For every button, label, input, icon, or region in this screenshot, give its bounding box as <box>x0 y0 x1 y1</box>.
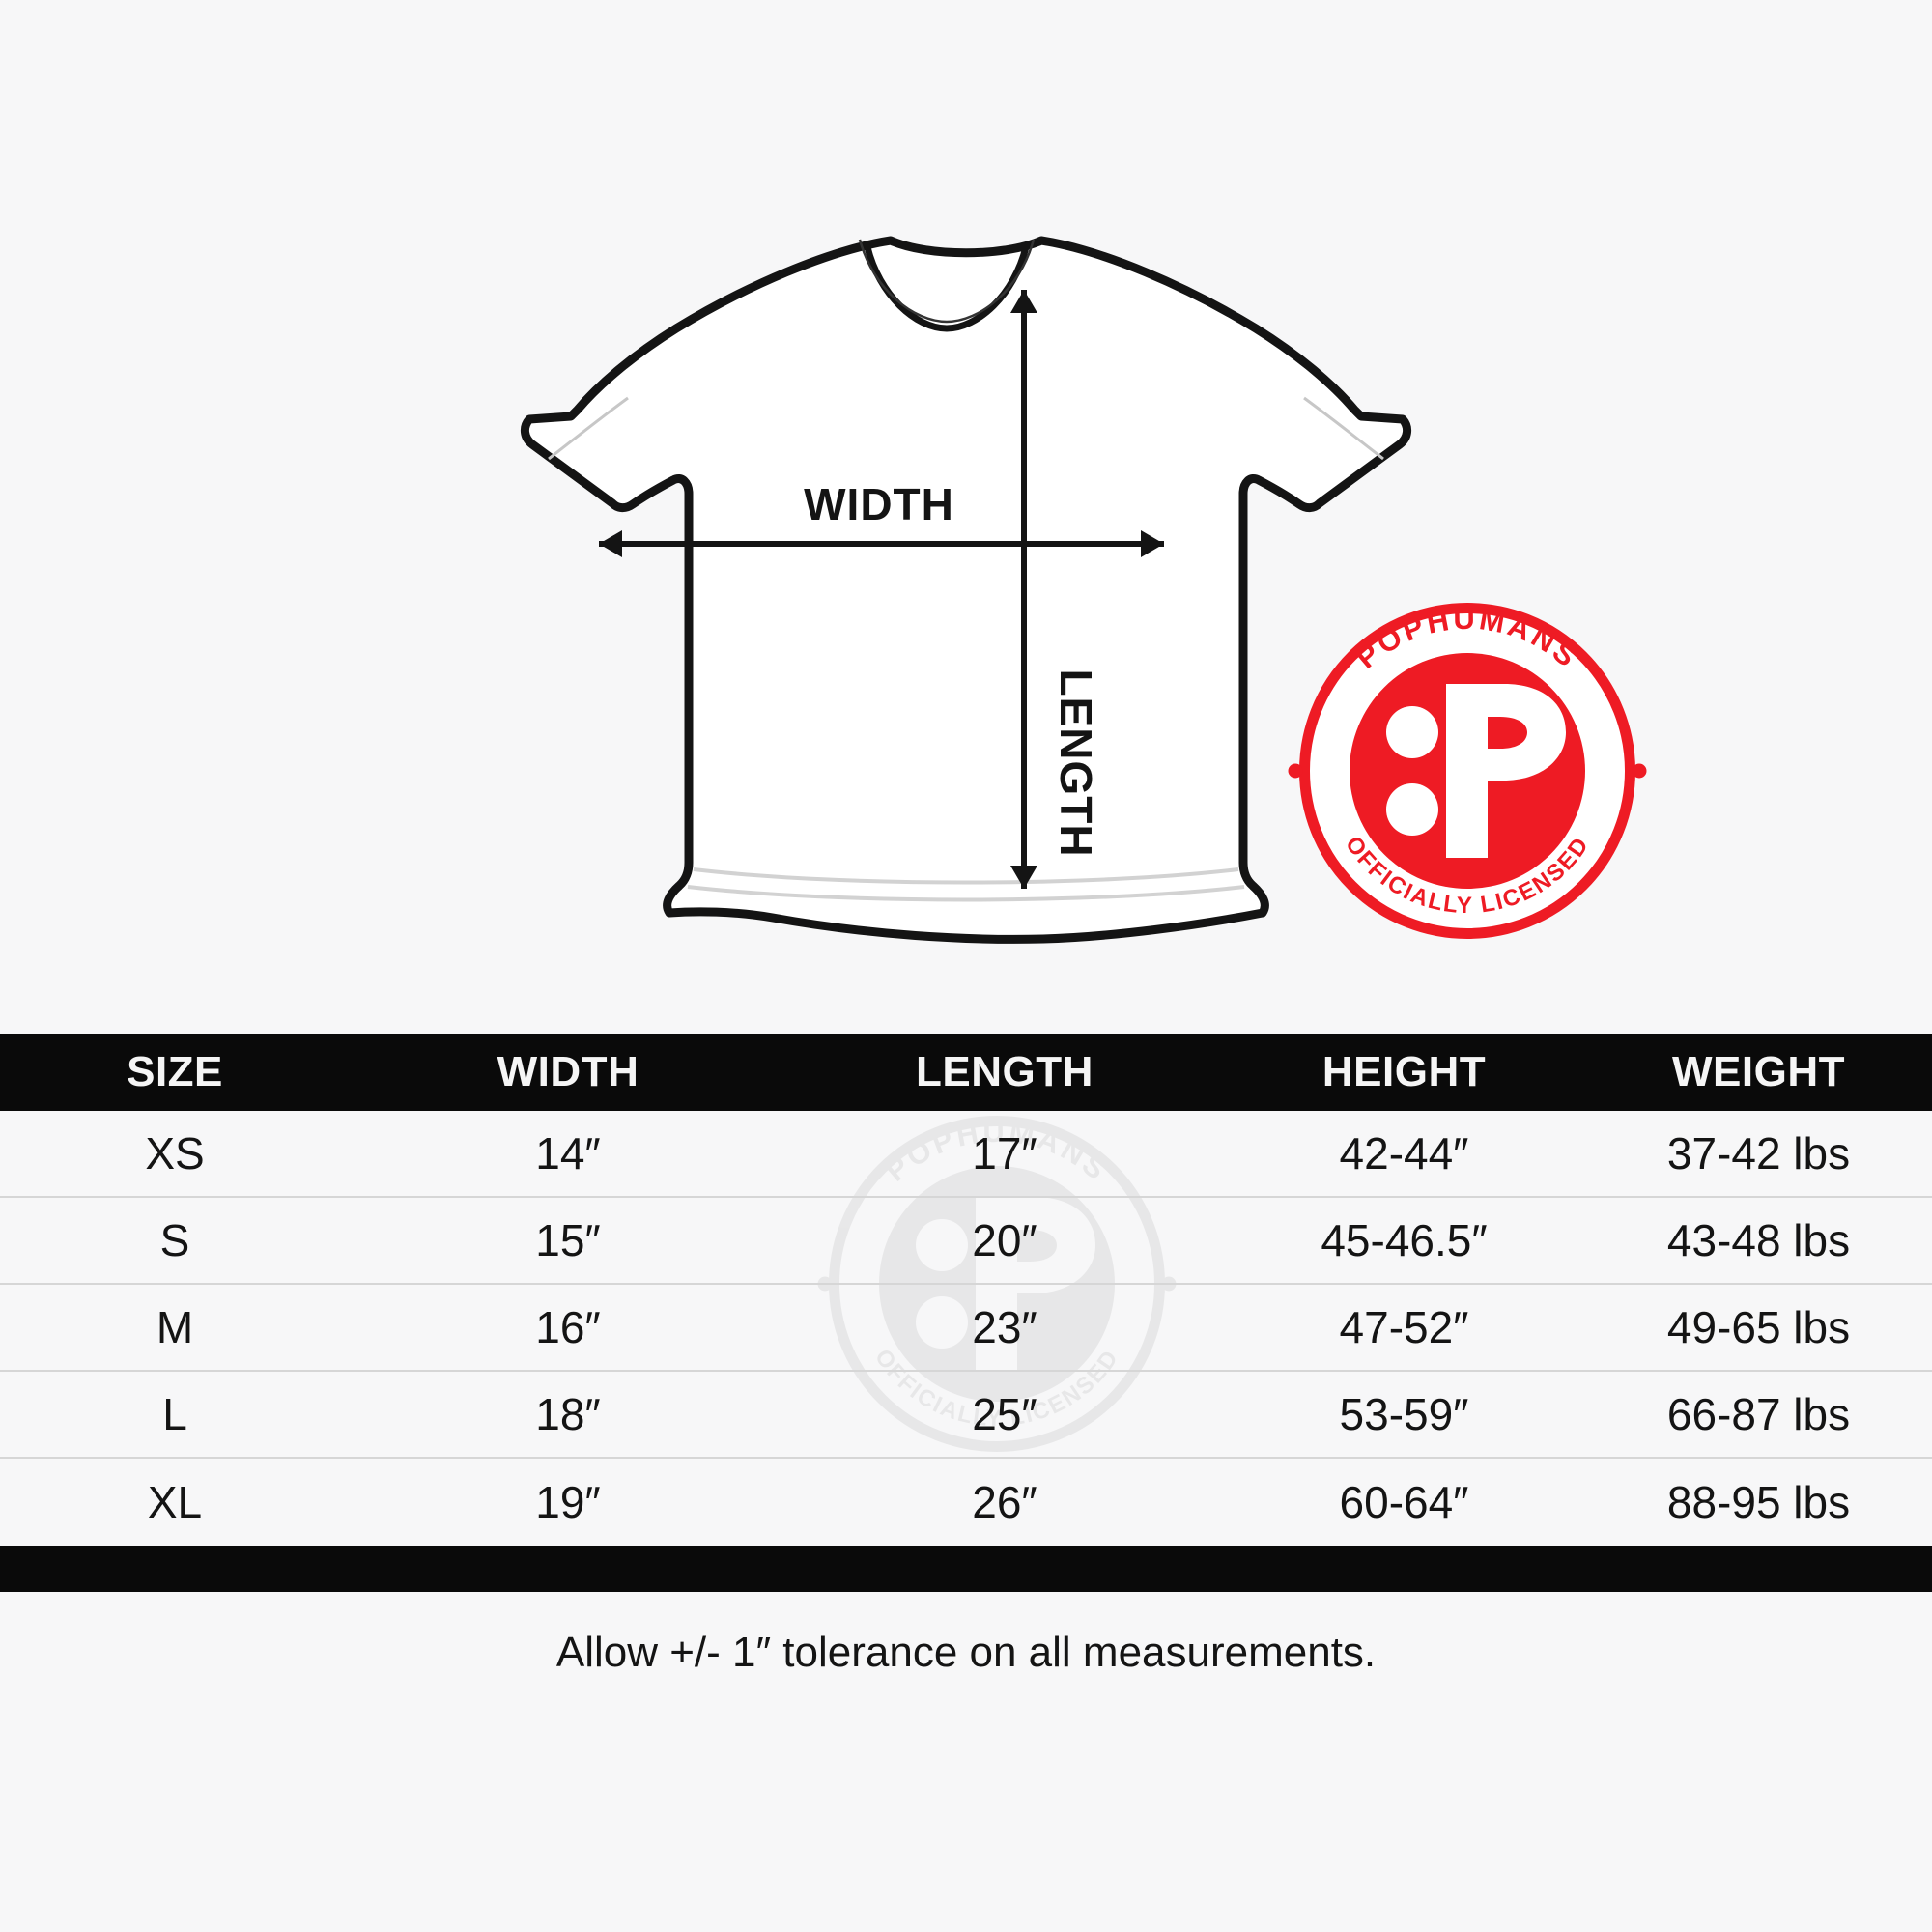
svg-text:WIDTH: WIDTH <box>804 479 954 529</box>
svg-text:LENGTH: LENGTH <box>1051 668 1101 857</box>
